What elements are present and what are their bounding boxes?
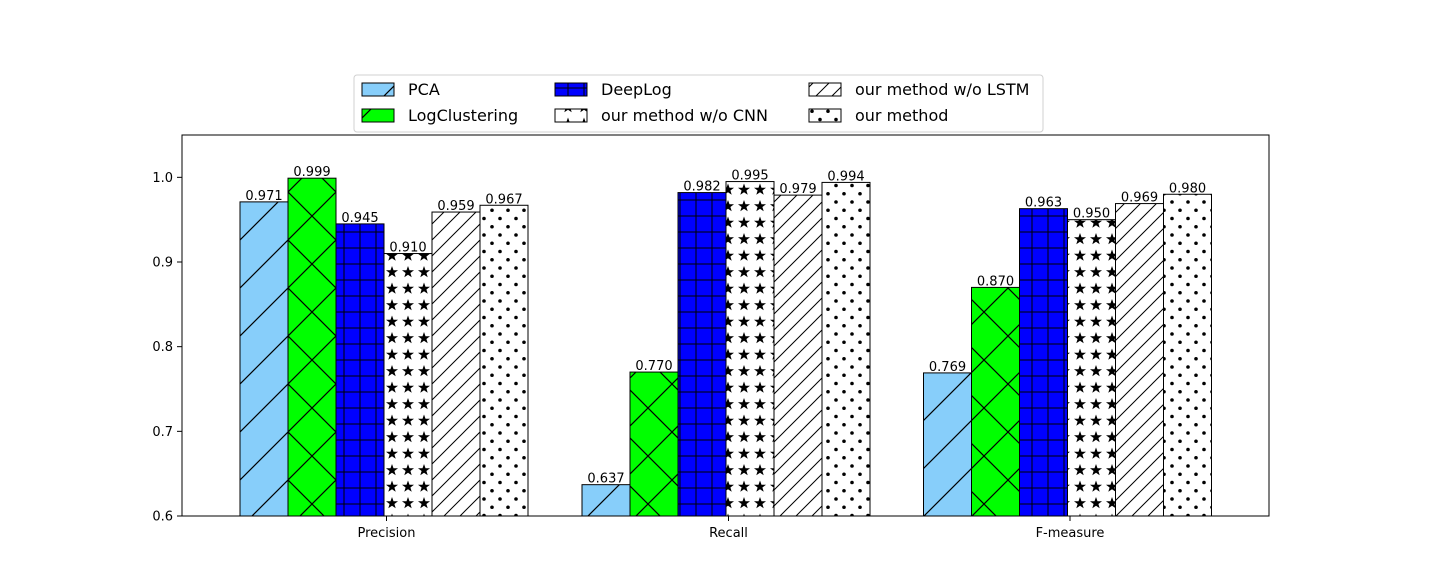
y-tick-label: 0.7	[152, 425, 173, 440]
bar-hatch	[923, 372, 972, 517]
data-label: 0.982	[683, 180, 720, 195]
y-tick-label: 0.6	[152, 510, 173, 525]
x-tick-label: F-measure	[1036, 526, 1105, 541]
bar	[1115, 203, 1164, 517]
data-label: 0.971	[245, 189, 282, 204]
data-label: 0.945	[341, 211, 378, 226]
bar	[335, 223, 385, 517]
bar-hatch	[677, 192, 727, 517]
bar	[479, 204, 529, 517]
bar	[677, 192, 727, 517]
bar	[383, 253, 433, 517]
legend-swatch	[554, 82, 588, 97]
bar-hatch	[287, 177, 337, 517]
legend-item: our method w/o LSTM	[808, 80, 1029, 99]
data-label: 0.769	[929, 360, 966, 375]
data-label: 0.969	[1121, 191, 1158, 206]
data-label: 0.770	[635, 359, 672, 374]
bar-hatch	[971, 286, 1020, 517]
bar-hatch	[1163, 193, 1212, 517]
bar-hatch	[821, 181, 871, 517]
legend-swatch	[361, 108, 395, 123]
legend-label: DeepLog	[601, 80, 672, 99]
bar	[971, 286, 1020, 517]
bar-hatch	[1115, 203, 1164, 517]
data-label: 0.950	[1073, 207, 1110, 222]
data-label: 0.980	[1169, 181, 1206, 196]
bar-hatch	[725, 181, 775, 517]
bar	[431, 211, 481, 517]
legend-label: our method w/o CNN	[601, 106, 768, 125]
legend-item: DeepLog	[554, 80, 672, 99]
bar-hatch	[479, 204, 529, 517]
data-label: 0.979	[779, 182, 816, 197]
data-label: 0.999	[293, 165, 330, 180]
data-label: 0.994	[827, 169, 864, 184]
bar-hatch	[1019, 208, 1068, 517]
y-tick-label: 1.0	[152, 171, 173, 186]
bar-hatch	[581, 484, 631, 517]
data-label: 0.967	[485, 192, 522, 207]
legend-swatch	[808, 82, 842, 97]
bar	[1067, 219, 1116, 517]
bar-hatch	[335, 223, 385, 517]
bar	[287, 177, 337, 517]
legend-swatch	[554, 108, 588, 123]
bar	[1163, 193, 1212, 517]
bar-hatch	[383, 253, 433, 517]
y-tick-label: 0.9	[152, 256, 173, 271]
tick-labels: 0.6 0.7 0.8 0.9 1.0 Precision Recall F-measure	[152, 171, 1104, 541]
bar	[1019, 208, 1068, 517]
y-tick-label: 0.8	[152, 340, 173, 355]
data-label: 0.959	[437, 199, 474, 214]
x-tick-label: Precision	[357, 526, 415, 541]
legend-item: PCA	[361, 80, 440, 99]
legend-item: our method	[808, 106, 948, 125]
bar-hatch	[629, 371, 679, 517]
x-tick-label: Recall	[709, 526, 748, 541]
legend-swatch	[361, 82, 395, 97]
legend-box	[353, 74, 1044, 133]
data-label: 0.637	[587, 472, 624, 487]
data-label: 0.995	[731, 169, 768, 184]
data-label: 0.910	[389, 241, 426, 256]
bar	[581, 484, 631, 517]
legend-item: our method w/o CNN	[554, 106, 768, 125]
legend: PCA LogClustering DeepLog our method w/o CN…	[353, 74, 1044, 133]
legend-label: LogClustering	[408, 106, 518, 125]
legend-item: LogClustering	[361, 106, 518, 125]
bar-hatch	[239, 201, 289, 517]
bar	[725, 181, 775, 517]
data-label: 0.870	[977, 274, 1014, 289]
legend-label: our method w/o LSTM	[855, 80, 1029, 99]
legend-swatch	[808, 108, 842, 123]
legend-label: PCA	[408, 80, 440, 99]
legend-label: our method	[855, 106, 948, 125]
data-labels: 0.971 0.637 0.769 0.999 0.770 0.870 0.945 0.982…	[245, 165, 1206, 486]
bar-hatch	[773, 194, 823, 517]
data-label: 0.963	[1025, 196, 1062, 211]
bar-hatch	[1067, 219, 1116, 517]
bar-hatch	[431, 211, 481, 517]
bar	[923, 372, 972, 517]
bar	[773, 194, 823, 517]
bar	[629, 371, 679, 517]
bars	[239, 177, 1212, 517]
bar	[239, 201, 289, 517]
bar	[821, 181, 871, 517]
